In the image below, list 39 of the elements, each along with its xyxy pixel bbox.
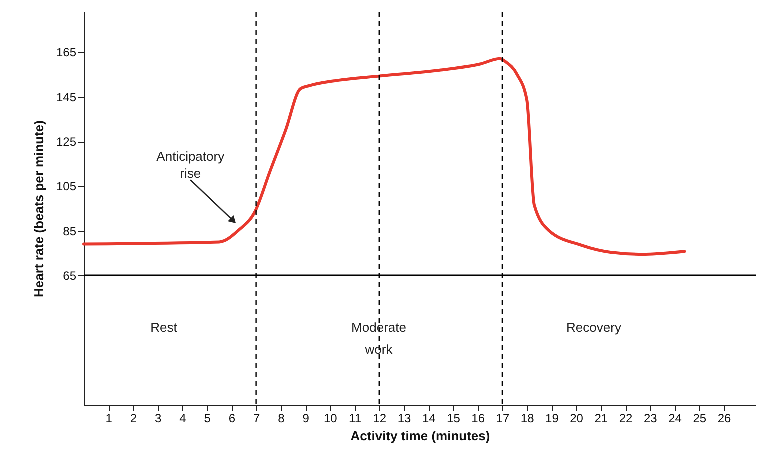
annotation: Moderate work <box>352 320 406 357</box>
x-tick-label: 24 <box>668 412 682 426</box>
x-axis-title: Activity time (minutes) <box>350 428 490 444</box>
x-tick-label: 7 <box>253 412 260 426</box>
x-tick-label: 21 <box>594 412 608 426</box>
x-tick-label: 6 <box>228 412 236 426</box>
x-tick-label: 26 <box>718 412 732 426</box>
x-tick-label: 16 <box>472 412 486 426</box>
x-tick-label: 19 <box>546 412 560 426</box>
x-tick-label: 11 <box>349 412 362 426</box>
x-tick-label: 9 <box>302 412 310 426</box>
x-tick-label: 18 <box>520 412 535 426</box>
x-tick-label: 4 <box>180 412 187 426</box>
x-tick-label: 15 <box>447 412 461 426</box>
x-tick-label: 13 <box>398 412 412 426</box>
x-tick-label: 12 <box>373 412 387 426</box>
x-tick-label: 25 <box>693 412 707 426</box>
y-tick-label: 165 <box>56 46 77 60</box>
annotation: Rest <box>150 320 178 335</box>
x-tick-label: 17 <box>496 412 510 426</box>
x-tick-label: 1 <box>106 412 113 426</box>
y-tick-label: 85 <box>63 224 77 238</box>
y-tick-label: 105 <box>56 180 77 194</box>
y-axis-title: Heart rate (beats per minute) <box>31 120 46 298</box>
annotation: Recovery <box>566 320 622 335</box>
y-tick-label: 145 <box>56 90 77 104</box>
annotation: Anticipatory rise <box>156 149 226 182</box>
x-tick-label: 20 <box>570 412 584 426</box>
x-tick-label: 23 <box>644 412 658 426</box>
y-tick-label: 125 <box>56 135 77 150</box>
line-series <box>82 57 686 256</box>
x-tick-label: 8 <box>278 412 286 426</box>
y-tick-label: 65 <box>63 268 77 283</box>
x-tick-label: 2 <box>130 412 138 426</box>
x-tick-label: 14 <box>422 412 436 426</box>
x-tick-label: 3 <box>155 412 162 426</box>
x-tick-label: 5 <box>204 412 212 426</box>
x-tick-label: 22 <box>619 412 634 426</box>
x-tick-label: 10 <box>324 412 338 426</box>
